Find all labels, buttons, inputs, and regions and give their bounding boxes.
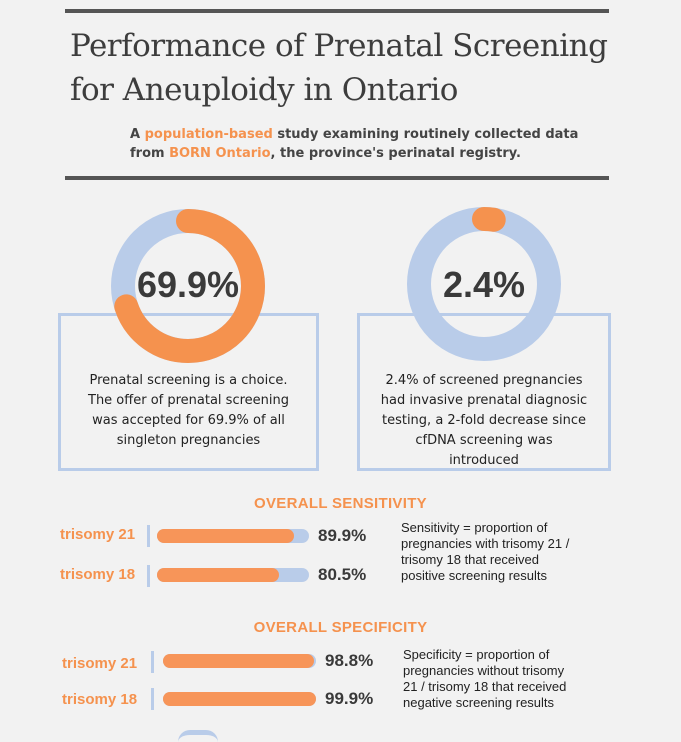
donut-invasive-testing-arc [407,207,561,361]
sensitivity-value-t18: 80.5% [318,565,367,584]
sensitivity-bar-fill-t18 [157,568,280,582]
specificity-tick-t18 [151,688,154,710]
highlight-population-based: population-based [144,127,273,142]
sensitivity-bar-t18 [157,568,309,582]
donut-value-screening-offer: 69.9% [136,264,240,305]
specificity-definition: Specificity = proportion of pregnancies … [403,647,567,710]
donut-value-invasive-testing: 2.4% [442,264,526,305]
highlight-born-ontario: BORN Ontario [169,146,271,161]
donut-chart-screening-offer [111,209,265,363]
sensitivity-value-t21: 89.9% [318,526,367,545]
specificity-label-t21: trisomy 21 [62,655,138,672]
top-rule [65,9,609,13]
title-line-1: Performance of Prenatal Screening [70,28,608,64]
specificity-tick-t21 [151,651,154,673]
specificity-value-t18: 99.9% [325,689,374,708]
sensitivity-tick-t18 [147,565,150,587]
specificity-value-t21: 98.8% [325,651,374,670]
sensitivity-tick-t21 [147,525,150,547]
stat-card-screening-offer: Prenatal screening is a choice. The offe… [58,313,319,471]
sensitivity-bar-fill-t21 [157,529,294,543]
specificity-bar-t21 [163,654,316,668]
sensitivity-bar-t21 [157,529,309,543]
specificity-bar-fill-t18 [163,692,316,706]
next-section-donut-partial [178,730,218,742]
page-title: Performance of Prenatal Screening for An… [70,24,630,112]
specificity-title: OVERALL SPECIFICITY [253,619,428,636]
stat-card-invasive-testing: 2.4% of screened pregnancies had invasiv… [357,313,611,471]
sensitivity-definition: Sensitivity = proportion of pregnancies … [401,520,570,583]
specificity-label-t18: trisomy 18 [62,691,138,708]
donut-screening-offer-arc [111,209,265,363]
title-line-2: for Aneuploidy in Ontario [70,72,458,108]
subtitle-rule [65,176,609,180]
specificity-bar-fill-t21 [163,654,315,668]
sensitivity-label-t21: trisomy 21 [60,526,136,543]
subtitle: A population-based study examining routi… [130,127,579,161]
sensitivity-label-t18: trisomy 18 [60,566,136,583]
specificity-bar-t18 [163,692,316,706]
sensitivity-title: OVERALL SENSITIVITY [254,495,427,512]
donut-chart-invasive-testing [407,207,561,361]
